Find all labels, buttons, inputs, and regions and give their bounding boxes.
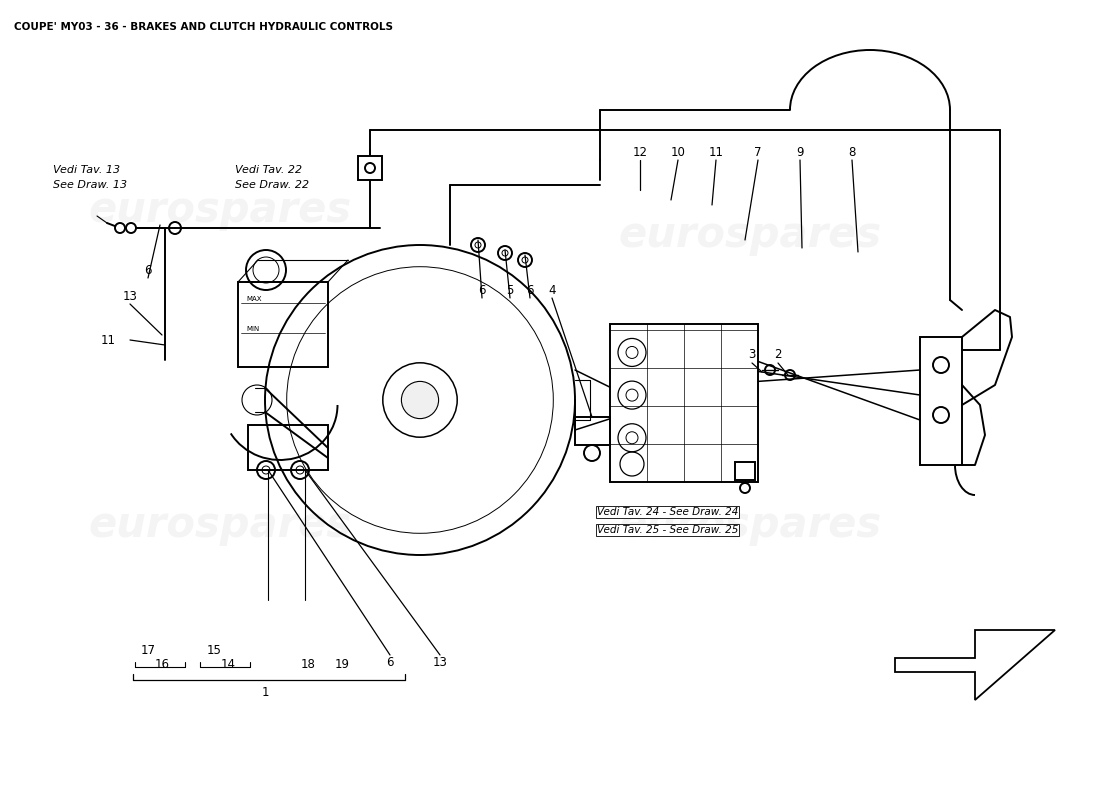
Text: 19: 19 xyxy=(334,658,350,671)
Text: 9: 9 xyxy=(796,146,804,158)
Circle shape xyxy=(402,382,439,418)
Text: 7: 7 xyxy=(755,146,761,158)
Text: See Draw. 22: See Draw. 22 xyxy=(235,180,309,190)
Text: eurospares: eurospares xyxy=(88,504,352,546)
Text: eurospares: eurospares xyxy=(618,214,881,256)
Text: 6: 6 xyxy=(526,283,534,297)
Bar xyxy=(358,156,382,180)
Text: eurospares: eurospares xyxy=(88,189,352,231)
Text: eurospares: eurospares xyxy=(618,504,881,546)
Text: 6: 6 xyxy=(144,263,152,277)
Bar xyxy=(238,282,328,367)
Circle shape xyxy=(126,223,136,233)
Text: 4: 4 xyxy=(548,283,556,297)
Text: 11: 11 xyxy=(708,146,724,158)
Text: 14: 14 xyxy=(220,658,235,671)
Text: MIN: MIN xyxy=(246,326,260,332)
Bar xyxy=(735,462,755,480)
Text: Vedi Tav. 25 - See Draw. 25: Vedi Tav. 25 - See Draw. 25 xyxy=(597,525,738,535)
Text: 18: 18 xyxy=(300,658,316,671)
Bar xyxy=(920,337,962,465)
Text: 17: 17 xyxy=(141,643,155,657)
Text: 11: 11 xyxy=(100,334,116,346)
Text: 6: 6 xyxy=(478,283,486,297)
Text: See Draw. 13: See Draw. 13 xyxy=(53,180,128,190)
Text: Vedi Tav. 13: Vedi Tav. 13 xyxy=(53,165,120,175)
Bar xyxy=(575,417,611,445)
Text: Vedi Tav. 24 - See Draw. 24: Vedi Tav. 24 - See Draw. 24 xyxy=(597,507,738,517)
Text: 13: 13 xyxy=(122,290,138,302)
Polygon shape xyxy=(895,630,1055,700)
Text: Vedi Tav. 22: Vedi Tav. 22 xyxy=(235,165,302,175)
Circle shape xyxy=(116,223,125,233)
Text: COUPE' MY03 - 36 - BRAKES AND CLUTCH HYDRAULIC CONTROLS: COUPE' MY03 - 36 - BRAKES AND CLUTCH HYD… xyxy=(14,22,393,32)
Text: 1: 1 xyxy=(262,686,268,698)
Text: 15: 15 xyxy=(207,643,221,657)
Text: 16: 16 xyxy=(154,658,169,671)
Text: 10: 10 xyxy=(671,146,685,158)
Text: 5: 5 xyxy=(506,283,514,297)
Text: 8: 8 xyxy=(848,146,856,158)
Bar xyxy=(610,324,758,482)
Text: 3: 3 xyxy=(748,349,756,362)
Text: 2: 2 xyxy=(774,349,782,362)
Text: 6: 6 xyxy=(386,657,394,670)
Text: 12: 12 xyxy=(632,146,648,158)
Text: MAX: MAX xyxy=(246,296,262,302)
Text: 13: 13 xyxy=(432,657,448,670)
Bar xyxy=(248,425,328,470)
